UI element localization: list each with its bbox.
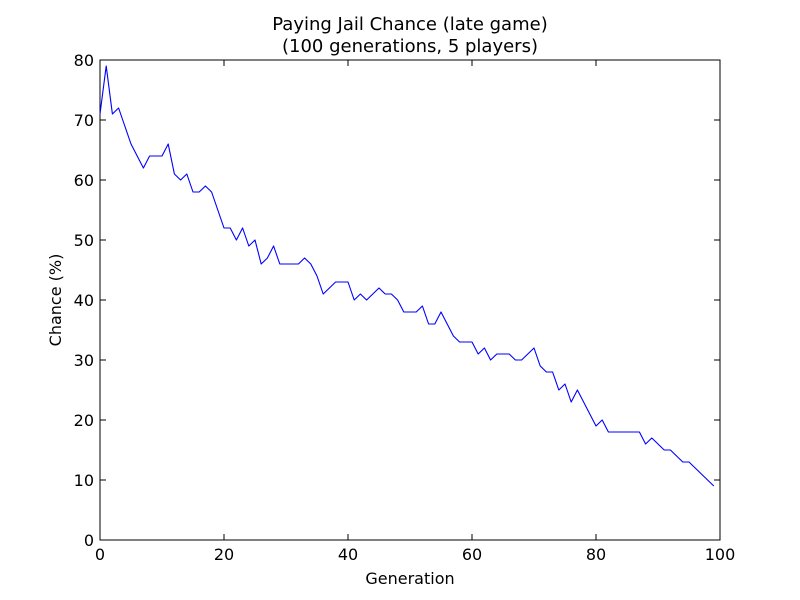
y-tick-label: 50 [74, 231, 94, 250]
x-tick-label: 20 [214, 545, 234, 564]
y-tick-label: 10 [74, 471, 94, 490]
plot-area: 0 20 40 60 80 100 0 10 20 30 40 50 60 70 80 [74, 51, 736, 564]
x-tick-label: 80 [586, 545, 606, 564]
y-tick-label: 20 [74, 411, 94, 430]
y-tick-label: 30 [74, 351, 94, 370]
y-tick-label: 0 [84, 531, 94, 550]
x-axis-label: Generation [365, 569, 454, 588]
y-tick-label: 70 [74, 111, 94, 130]
y-tick-label: 80 [74, 51, 94, 70]
series-line-0 [99, 65, 715, 487]
x-tick-label: 0 [95, 545, 105, 564]
chart-subtitle: (100 generations, 5 players) [282, 36, 538, 57]
plot-frame [99, 59, 721, 541]
x-tick-label: 60 [462, 545, 482, 564]
chart-title: Paying Jail Chance (late game) [272, 14, 547, 35]
y-axis-label: Chance (%) [46, 254, 65, 347]
x-tick-label: 100 [705, 545, 736, 564]
x-tick-label: 40 [338, 545, 358, 564]
y-tick-label: 40 [74, 291, 94, 310]
y-tick-label: 60 [74, 171, 94, 190]
